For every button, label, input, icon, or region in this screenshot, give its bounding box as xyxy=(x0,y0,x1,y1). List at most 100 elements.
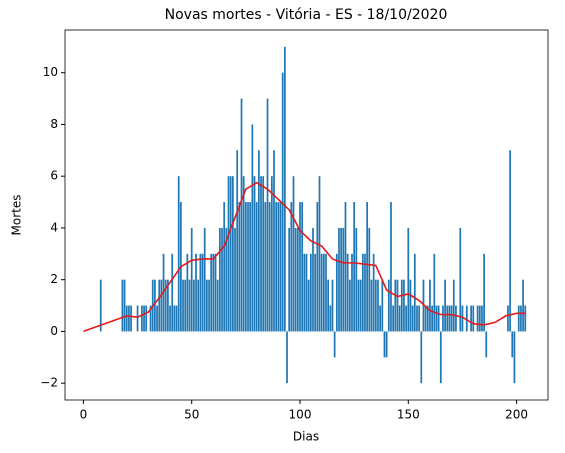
bar xyxy=(236,150,239,332)
bar xyxy=(450,305,453,332)
bar xyxy=(413,253,416,332)
bar xyxy=(229,176,232,332)
bar xyxy=(316,202,319,332)
bar xyxy=(483,253,485,332)
bar xyxy=(299,202,301,332)
bar xyxy=(459,227,462,332)
bar xyxy=(322,253,325,332)
bar xyxy=(160,279,163,332)
bar xyxy=(314,253,317,332)
bar xyxy=(387,279,390,332)
bar xyxy=(121,279,124,332)
y-tick-label: −2 xyxy=(40,376,58,390)
bar xyxy=(407,227,410,332)
bar xyxy=(309,253,312,332)
bar xyxy=(405,305,407,332)
bar xyxy=(452,279,455,332)
x-tick-label: 150 xyxy=(397,408,420,422)
bar xyxy=(392,305,395,332)
bar xyxy=(437,305,440,332)
bar xyxy=(255,202,258,332)
bar xyxy=(446,305,449,332)
bar xyxy=(461,305,464,332)
bar xyxy=(344,202,347,332)
bar xyxy=(385,331,388,358)
bar xyxy=(333,331,336,358)
bar xyxy=(264,202,267,332)
bar xyxy=(99,279,102,332)
y-tick-label: 6 xyxy=(50,169,58,183)
bar xyxy=(221,227,223,332)
bar xyxy=(340,227,343,332)
bar xyxy=(281,72,284,332)
bar xyxy=(517,305,520,332)
bar xyxy=(435,305,438,332)
y-tick-label: 8 xyxy=(50,117,58,131)
bar xyxy=(403,279,405,332)
bar xyxy=(325,253,327,332)
bar xyxy=(355,227,358,332)
bar xyxy=(190,227,193,332)
bar xyxy=(188,279,191,332)
bar xyxy=(431,305,433,332)
bar xyxy=(455,305,457,332)
bar xyxy=(485,331,488,358)
bar xyxy=(290,202,293,332)
bar xyxy=(433,253,436,332)
bar xyxy=(273,150,275,332)
bar xyxy=(396,279,399,332)
bar xyxy=(143,305,145,332)
bar xyxy=(154,279,156,332)
bar xyxy=(478,305,481,332)
bar xyxy=(251,124,254,332)
bar xyxy=(199,253,202,332)
bar xyxy=(472,305,475,332)
bar xyxy=(351,253,353,332)
bar xyxy=(136,305,139,332)
bar xyxy=(244,202,247,332)
trend-line xyxy=(83,181,526,333)
bar xyxy=(286,331,288,384)
bar xyxy=(173,305,176,332)
bar xyxy=(212,253,215,332)
x-tick-label: 0 xyxy=(80,408,88,422)
bar xyxy=(270,176,273,332)
bar xyxy=(359,279,362,332)
bar xyxy=(169,305,171,332)
bar xyxy=(372,253,375,332)
bar xyxy=(470,305,472,332)
bar xyxy=(381,279,384,332)
bar xyxy=(364,253,366,332)
bar xyxy=(409,279,412,332)
bar xyxy=(342,227,345,332)
bar xyxy=(522,279,524,332)
bar xyxy=(288,227,291,332)
bar xyxy=(348,279,351,332)
bar xyxy=(257,150,260,332)
y-tick-label: 2 xyxy=(50,272,58,286)
bar xyxy=(283,46,286,332)
bar xyxy=(277,202,280,332)
bar xyxy=(260,176,262,332)
bar xyxy=(357,279,360,332)
bar xyxy=(242,176,245,332)
bar xyxy=(247,202,249,332)
bar xyxy=(507,305,509,332)
bar xyxy=(193,279,195,332)
bar xyxy=(195,253,197,332)
y-axis-label: Mortes xyxy=(10,195,24,236)
bar xyxy=(262,176,265,332)
bar xyxy=(377,279,379,332)
bar xyxy=(164,279,167,332)
bar xyxy=(335,253,338,332)
bar xyxy=(167,279,169,332)
bar xyxy=(524,305,527,332)
bar xyxy=(329,305,332,332)
bar xyxy=(231,176,234,332)
bar xyxy=(383,331,386,358)
bar xyxy=(374,279,377,332)
bar xyxy=(481,305,483,332)
bar xyxy=(223,202,226,332)
bar xyxy=(327,279,330,332)
